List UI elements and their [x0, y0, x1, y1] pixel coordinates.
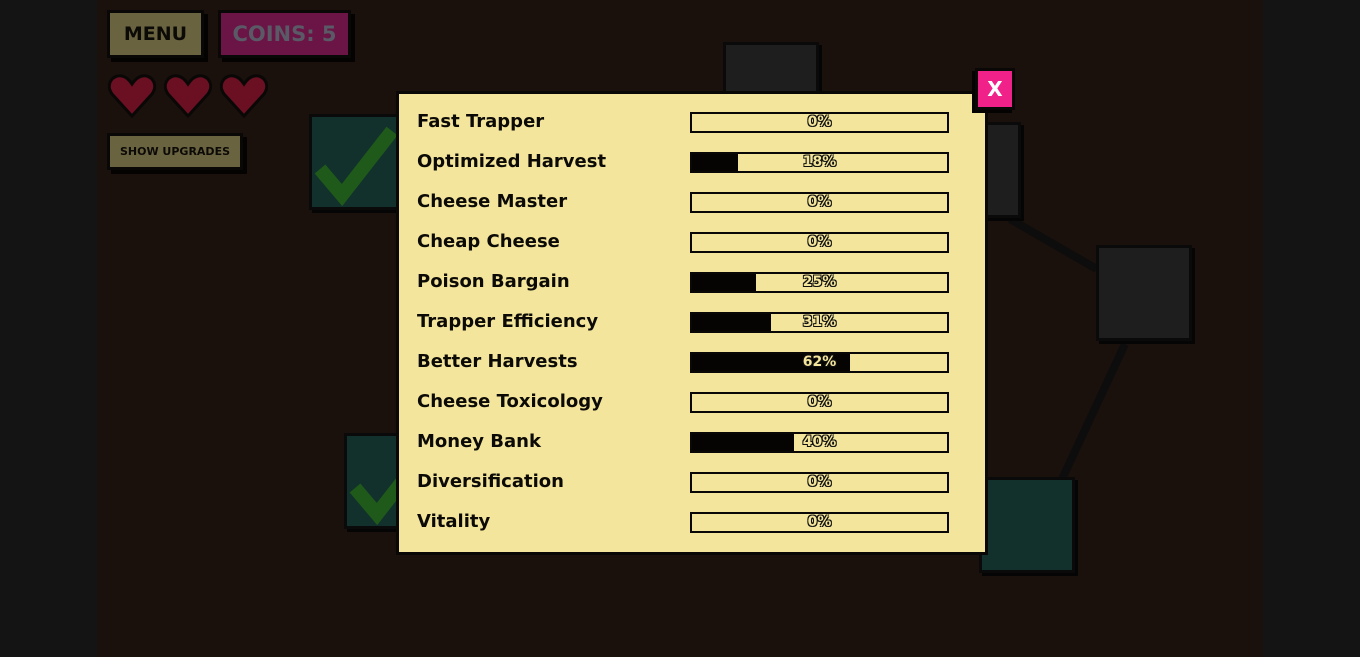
trap-node-completed[interactable] — [309, 114, 405, 210]
upgrade-name: Better Harvests — [417, 351, 578, 372]
progress-label: 0% — [807, 474, 832, 490]
upgrade-name: Money Bank — [417, 431, 541, 452]
progress-label: 25% — [802, 274, 837, 290]
progress-label: 0% — [807, 114, 832, 130]
upgrade-name: Optimized Harvest — [417, 151, 607, 172]
upgrades-panel: Fast Trapper 0% Optimized Harvest 18% Chee… — [396, 91, 988, 555]
upgrade-name: Cheese Toxicology — [417, 391, 603, 412]
progress-label: 18% — [802, 154, 837, 170]
upgrade-row: Poison Bargain 25% — [417, 271, 957, 293]
upgrade-row: Trapper Efficiency 31% — [417, 311, 957, 333]
upgrade-progress-bar: 0% — [690, 512, 949, 533]
upgrade-progress-bar: 0% — [690, 392, 949, 413]
upgrade-progress-bar: 18% — [690, 152, 949, 173]
progress-label: 0% — [807, 394, 832, 410]
progress-fill — [692, 314, 772, 331]
trap-node[interactable] — [979, 477, 1075, 573]
upgrade-progress-bar: 25% — [690, 272, 949, 293]
upgrade-row: Vitality 0% — [417, 511, 957, 533]
progress-label: 40% — [802, 434, 837, 450]
close-button[interactable]: X — [975, 68, 1015, 110]
coins-counter: COINS: 5 — [218, 10, 351, 58]
progress-fill — [692, 274, 756, 291]
upgrade-name: Cheese Master — [417, 191, 568, 212]
upgrade-name: Diversification — [417, 471, 564, 492]
trap-node[interactable] — [1096, 245, 1192, 341]
progress-label: 31% — [802, 314, 837, 330]
progress-label: 0% — [807, 194, 832, 210]
progress-label: 0% — [807, 514, 832, 530]
upgrade-row: Optimized Harvest 18% — [417, 151, 957, 173]
upgrade-row: Cheap Cheese 0% — [417, 231, 957, 253]
heart-icon — [107, 74, 157, 119]
progress-label: 62% — [802, 354, 837, 370]
upgrade-row: Money Bank 40% — [417, 431, 957, 453]
upgrade-progress-bar: 62% — [690, 352, 949, 373]
upgrade-row: Cheese Master 0% — [417, 191, 957, 213]
upgrade-progress-bar: 0% — [690, 192, 949, 213]
upgrade-row: Fast Trapper 0% — [417, 111, 957, 133]
upgrade-row: Better Harvests 62% — [417, 351, 957, 373]
heart-icon — [219, 74, 269, 119]
upgrade-name: Poison Bargain — [417, 271, 570, 292]
upgrade-row: Diversification 0% — [417, 471, 957, 493]
upgrade-name: Vitality — [417, 511, 491, 532]
upgrade-name: Cheap Cheese — [417, 231, 560, 252]
show-upgrades-button[interactable]: SHOW UPGRADES — [107, 133, 243, 170]
progress-fill — [692, 354, 851, 371]
upgrade-progress-bar: 0% — [690, 112, 949, 133]
upgrade-progress-bar: 40% — [690, 432, 949, 453]
upgrade-name: Fast Trapper — [417, 111, 545, 132]
progress-fill — [692, 154, 738, 171]
progress-label: 0% — [807, 234, 832, 250]
menu-button[interactable]: MENU — [107, 10, 204, 58]
upgrade-row: Cheese Toxicology 0% — [417, 391, 957, 413]
upgrade-progress-bar: 31% — [690, 312, 949, 333]
upgrade-progress-bar: 0% — [690, 232, 949, 253]
checkmark-icon — [314, 126, 398, 207]
upgrade-progress-bar: 0% — [690, 472, 949, 493]
heart-icon — [163, 74, 213, 119]
progress-fill — [692, 434, 794, 451]
upgrade-name: Trapper Efficiency — [417, 311, 599, 332]
